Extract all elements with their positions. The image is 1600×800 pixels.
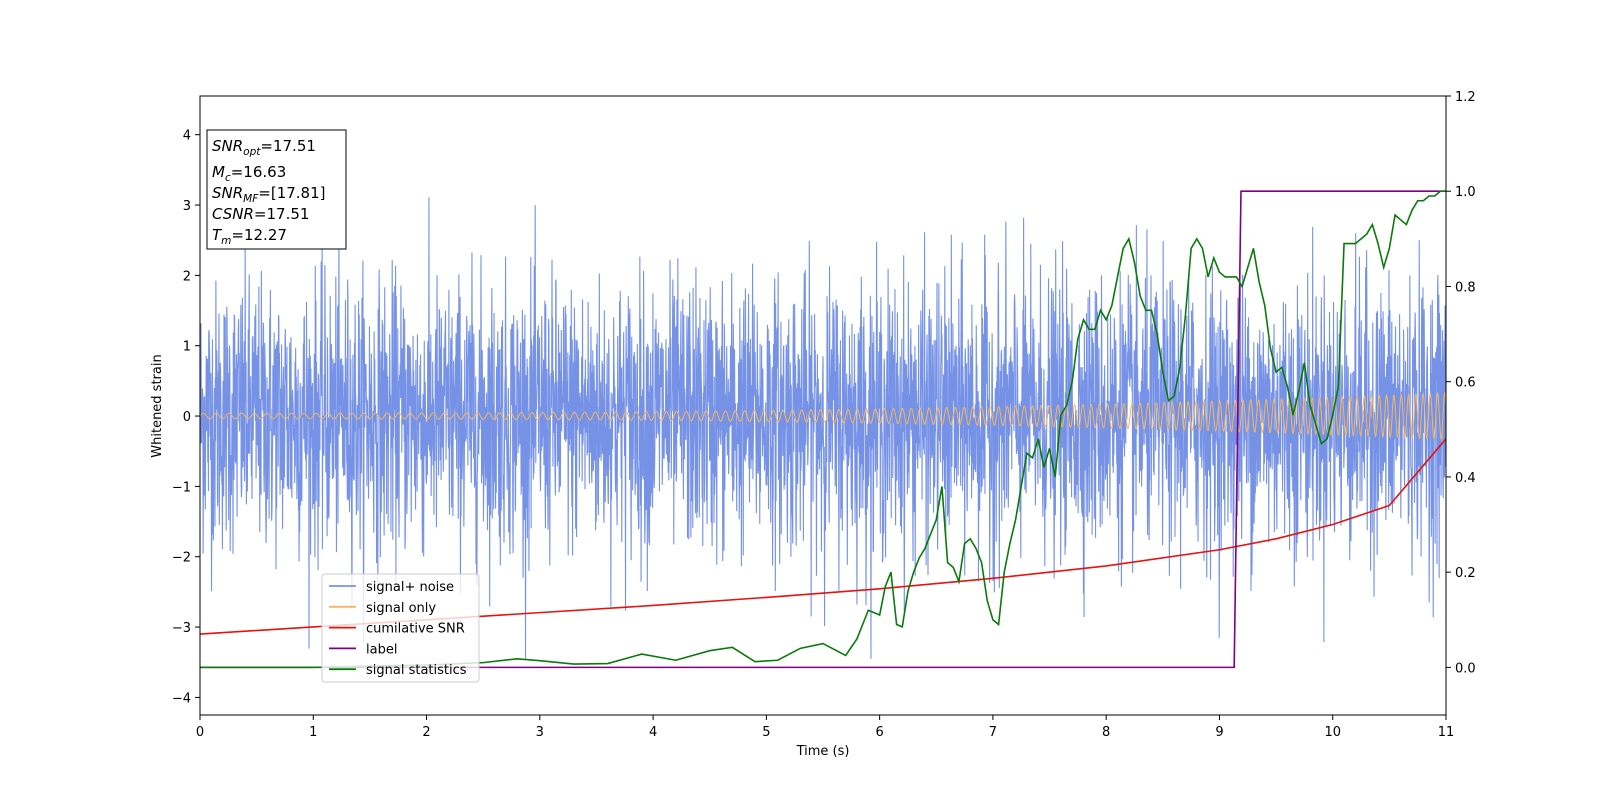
y-axis-label: Whitened strain [150,354,165,457]
right-y-tick-label: 0.4 [1455,471,1476,486]
info-value: =17.51 [254,205,310,223]
info-subscript: opt [243,146,261,158]
x-tick-label: 10 [1324,725,1341,740]
info-box-line: SNRMF=[17.81] [212,184,326,205]
info-value: =16.63 [231,163,287,181]
series-signal-statistics [200,190,1446,669]
x-tick-label: 0 [196,725,204,740]
axes-frame [199,95,1447,716]
x-tick-label: 5 [762,725,770,740]
x-tick-label: 8 [1102,725,1110,740]
legend-frame [321,573,480,683]
legend-entry: label [366,642,397,657]
left-y-tick-label: 4 [183,129,191,144]
left-y-tick-label: −3 [172,621,191,636]
left-y-tick-label: 2 [183,269,191,284]
info-box: SNRopt=17.51Mc=16.63SNRMF=[17.81]CSNR=17… [206,129,347,250]
info-box-line: SNRopt=17.51 [212,137,316,158]
info-symbol: CSNR [212,205,254,223]
x-tick-label: 6 [875,725,883,740]
x-tick-label: 4 [649,725,657,740]
right-y-tick-label: 0.8 [1455,280,1476,295]
right-y-tick-label: 0.2 [1455,566,1476,581]
x-tick-label: 1 [309,725,317,740]
info-box-line: Tm=12.27 [212,226,287,247]
series-label [200,190,1446,669]
right-y-axis: 0.0 0.2 0.4 0.6 0.8 1.0 1.2 [1446,90,1476,676]
info-value: =[17.81] [258,184,325,202]
left-y-tick-label: 0 [183,410,191,425]
info-subscript: m [221,235,231,247]
left-y-tick-label: 3 [183,199,191,214]
right-y-tick-label: 1.2 [1455,90,1476,105]
x-tick-label: 2 [422,725,430,740]
x-axis-label: Time (s) [796,744,850,759]
x-tick-label: 3 [536,725,544,740]
left-y-tick-label: −2 [172,551,191,566]
legend-entry: signal+ noise [366,580,454,595]
info-symbol: T [212,226,223,244]
legend: signal+ noise signal only cumilative SNR la… [321,573,480,683]
info-box-line: CSNR=17.51 [212,205,309,223]
info-value: =12.27 [231,226,287,244]
x-tick-label: 7 [989,725,997,740]
info-subscript: MF [243,193,259,205]
left-y-tick-label: −4 [172,691,191,706]
info-box-line: Mc=16.63 [212,163,286,184]
info-value: =17.51 [260,137,316,155]
left-y-tick-label: 1 [183,340,191,355]
right-y-tick-label: 0.0 [1455,661,1476,676]
legend-entry: signal only [366,601,436,616]
right-y-tick-label: 1.0 [1455,185,1476,200]
info-symbol: SNR [212,184,243,202]
info-symbol: M [212,163,225,181]
left-y-axis: −4 −3 −2 −1 0 1 2 3 4 [172,129,200,706]
info-subscript: c [225,172,231,184]
info-symbol: SNR [212,137,243,155]
left-y-tick-label: −1 [172,480,191,495]
right-y-tick-label: 0.6 [1455,376,1476,391]
info-box-frame [206,129,347,250]
x-tick-label: 11 [1438,725,1455,740]
x-axis: 0 1 2 3 4 5 6 7 8 9 10 11 [196,715,1454,740]
legend-entry: cumilative SNR [366,622,465,637]
x-tick-label: 9 [1215,725,1223,740]
legend-entry: signal statistics [366,663,467,678]
